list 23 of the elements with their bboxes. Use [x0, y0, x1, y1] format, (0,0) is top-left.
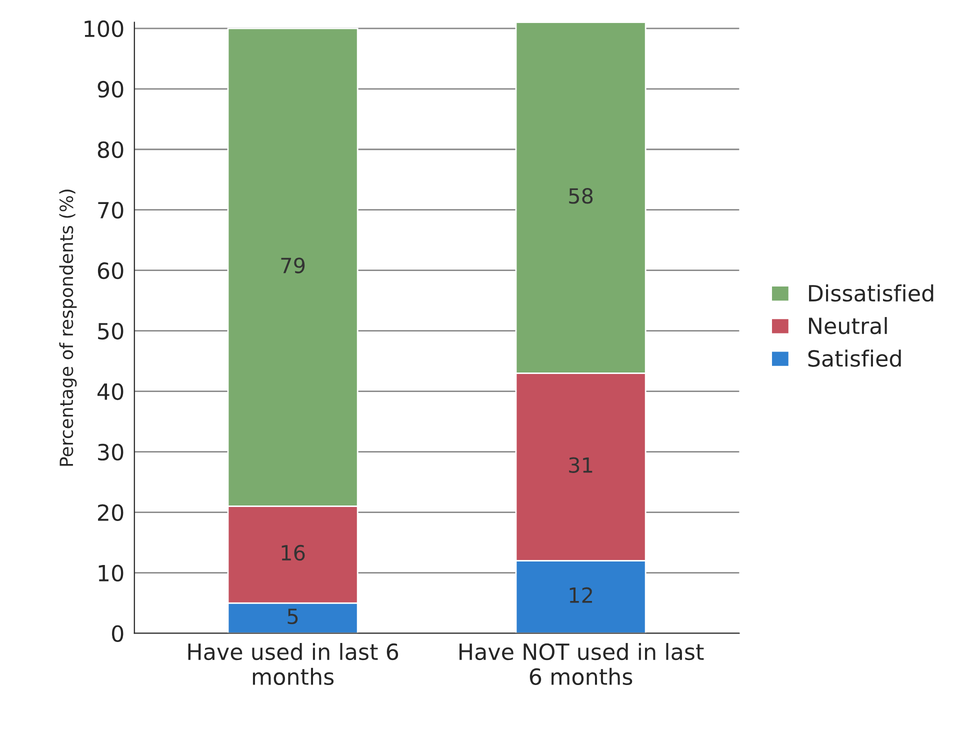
data-label: 58 — [569, 188, 593, 204]
y-tick-label: 100 — [84, 20, 124, 38]
y-tick-label: 20 — [98, 504, 124, 522]
legend-label: Neutral — [809, 317, 887, 334]
legend-label: Satisfied — [808, 350, 901, 367]
y-tick-label: 10 — [98, 564, 124, 582]
data-label: 16 — [282, 544, 305, 561]
data-label: 12 — [570, 587, 592, 603]
data-label: 5 — [288, 608, 298, 624]
y-axis-title: Percentage of respondents (%) — [59, 190, 77, 466]
data-label: 31 — [569, 457, 592, 473]
data-label: 79 — [281, 258, 305, 274]
x-tick-label: Have NOT used in last 6 months — [460, 642, 704, 686]
y-tick-label: 50 — [98, 322, 124, 340]
y-tick-label: 30 — [98, 444, 124, 461]
y-tick-label: 80 — [98, 141, 124, 158]
y-tick-label: 90 — [98, 80, 124, 98]
legend-label: Dissatisfied — [809, 284, 934, 302]
y-tick-label: 40 — [97, 383, 124, 400]
y-tick-label: 60 — [98, 262, 124, 280]
y-tick-label: 70 — [98, 202, 124, 219]
x-tick-label: Have used in last 6 months — [188, 642, 398, 686]
y-tick-label: 0 — [112, 625, 124, 642]
